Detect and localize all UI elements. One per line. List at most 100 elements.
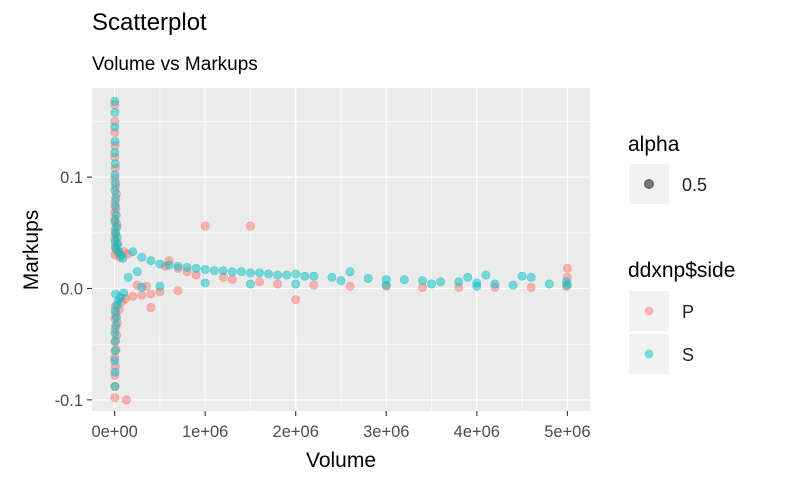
legend-alpha-point xyxy=(644,179,654,189)
legend-point-p xyxy=(644,306,654,316)
data-point-s xyxy=(481,270,491,280)
data-point-s xyxy=(191,263,201,273)
data-point-s xyxy=(300,271,310,281)
data-point-s xyxy=(110,356,120,366)
legend-alpha-title: alpha xyxy=(628,133,680,156)
data-point-s xyxy=(110,170,120,180)
y-axis: -0.1 0.0 0.1 xyxy=(55,169,92,410)
data-point-p xyxy=(110,393,120,403)
data-point-p xyxy=(245,221,255,231)
data-point-s xyxy=(427,279,437,289)
data-point-s xyxy=(200,265,210,275)
chart-title: Scatterplot xyxy=(92,9,207,36)
data-point-s xyxy=(245,279,255,289)
data-point-s xyxy=(110,381,120,391)
data-point-p xyxy=(562,263,572,273)
x-axis: 0e+00 1e+06 2e+06 3e+06 4e+06 5e+06 xyxy=(91,411,591,441)
data-point-p xyxy=(273,279,283,289)
data-point-s xyxy=(110,201,120,211)
data-point-s xyxy=(264,269,274,279)
data-point-s xyxy=(273,270,283,280)
legend: alpha 0.5 ddxnp$side P S xyxy=(628,133,735,374)
data-point-s xyxy=(218,266,228,276)
x-tick-label: 0e+00 xyxy=(91,423,137,441)
data-point-p xyxy=(345,281,355,291)
data-point-p xyxy=(526,282,536,292)
data-point-p xyxy=(146,289,156,299)
data-point-s xyxy=(110,108,120,118)
data-point-p xyxy=(200,221,210,231)
data-point-s xyxy=(110,178,120,188)
data-point-s xyxy=(123,272,133,282)
x-axis-label: Volume xyxy=(306,449,376,472)
data-point-s xyxy=(110,136,120,146)
data-point-s xyxy=(417,276,427,286)
data-point-s xyxy=(164,260,174,270)
data-point-s xyxy=(282,270,292,280)
x-tick-label: 2e+06 xyxy=(273,423,319,441)
data-point-s xyxy=(562,280,572,290)
legend-side-title: ddxnp$side xyxy=(628,259,735,282)
minor-gridlines xyxy=(92,88,590,411)
data-point-s xyxy=(345,267,355,277)
legend-label-p: P xyxy=(682,302,694,322)
data-point-s xyxy=(119,288,129,298)
data-point-s xyxy=(110,185,120,195)
data-point-s xyxy=(209,266,219,276)
data-point-s xyxy=(508,280,518,290)
data-point-s xyxy=(155,259,165,269)
data-point-s xyxy=(544,279,554,289)
data-point-s xyxy=(146,256,156,266)
data-point-s xyxy=(291,279,301,289)
data-point-s xyxy=(526,272,536,282)
data-point-s xyxy=(381,280,391,290)
data-point-s xyxy=(132,267,142,277)
data-point-s xyxy=(110,96,120,106)
data-point-p xyxy=(121,395,131,405)
data-point-s xyxy=(110,336,120,346)
data-point-s xyxy=(111,193,121,203)
data-point-s xyxy=(490,279,500,289)
data-point-p xyxy=(291,295,301,305)
data-point-p xyxy=(227,275,237,285)
data-point-p xyxy=(137,290,147,300)
data-point-s xyxy=(182,262,192,272)
data-point-s xyxy=(137,282,147,292)
data-points xyxy=(110,96,572,405)
y-tick-label: -0.1 xyxy=(55,392,83,410)
x-tick-label: 5e+06 xyxy=(544,423,590,441)
data-point-p xyxy=(173,286,183,296)
data-point-s xyxy=(363,273,373,283)
data-point-s xyxy=(200,278,210,288)
data-point-s xyxy=(227,267,237,277)
data-point-p xyxy=(255,277,265,287)
data-point-s xyxy=(110,367,120,377)
data-point-p xyxy=(309,280,319,290)
data-point-s xyxy=(336,276,346,286)
data-point-s xyxy=(245,268,255,278)
data-point-s xyxy=(399,275,409,285)
y-axis-label: Markups xyxy=(20,210,43,291)
data-point-p xyxy=(128,291,138,301)
legend-alpha-label: 0.5 xyxy=(682,175,707,195)
data-point-s xyxy=(291,269,301,279)
data-point-s xyxy=(118,253,128,263)
data-point-s xyxy=(137,252,147,262)
legend-point-s xyxy=(644,349,654,359)
legend-label-s: S xyxy=(682,345,694,365)
data-point-p xyxy=(146,302,156,312)
data-point-s xyxy=(128,247,138,257)
data-point-s xyxy=(309,271,319,281)
data-point-s xyxy=(111,320,121,330)
data-point-s xyxy=(255,268,265,278)
data-point-s xyxy=(110,328,120,338)
y-tick-label: 0.1 xyxy=(60,169,83,187)
data-point-s xyxy=(236,267,246,277)
data-point-s xyxy=(110,159,120,169)
x-tick-label: 4e+06 xyxy=(454,423,500,441)
data-point-s xyxy=(454,277,464,287)
data-point-s xyxy=(463,272,473,282)
data-point-s xyxy=(110,148,120,158)
data-point-s xyxy=(517,271,527,281)
